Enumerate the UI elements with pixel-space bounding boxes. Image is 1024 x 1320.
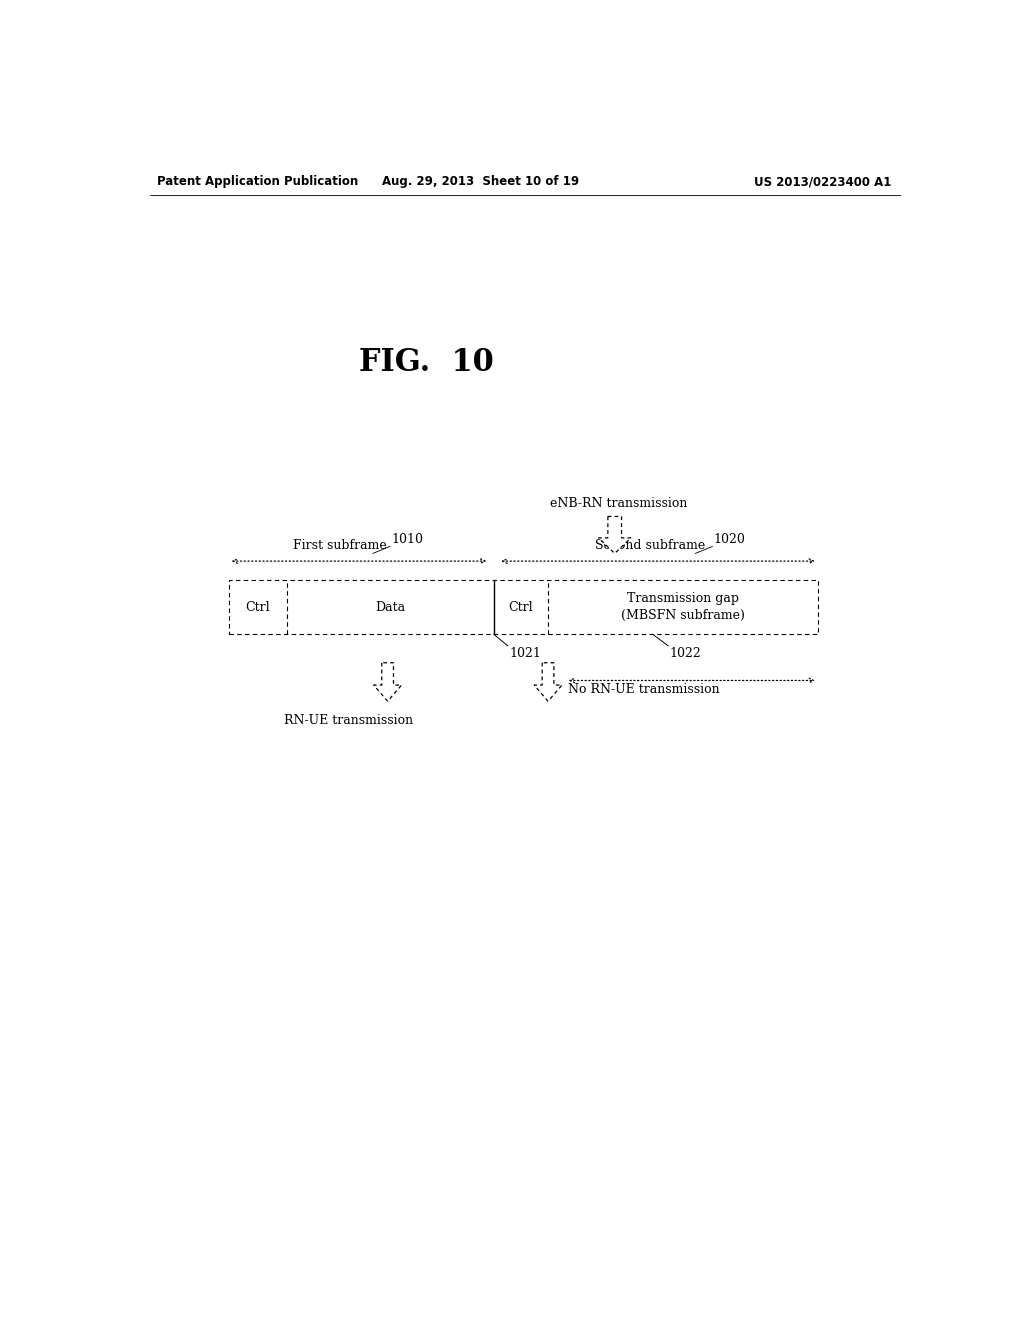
Text: US 2013/0223400 A1: US 2013/0223400 A1 [754, 176, 891, 187]
Text: eNB-RN transmission: eNB-RN transmission [550, 496, 687, 510]
Text: Patent Application Publication: Patent Application Publication [158, 176, 358, 187]
Text: Transmission gap
(MBSFN subframe): Transmission gap (MBSFN subframe) [621, 593, 744, 622]
Text: 1022: 1022 [670, 647, 701, 660]
Text: Ctrl: Ctrl [246, 601, 270, 614]
Text: Data: Data [375, 601, 406, 614]
Text: 1021: 1021 [509, 647, 541, 660]
Text: No RN-UE transmission: No RN-UE transmission [568, 682, 720, 696]
Text: First subframe: First subframe [293, 539, 386, 552]
Text: Second subframe: Second subframe [595, 539, 706, 552]
Text: Ctrl: Ctrl [509, 601, 534, 614]
Text: RN-UE transmission: RN-UE transmission [285, 714, 414, 727]
Text: FIG.  10: FIG. 10 [359, 347, 494, 378]
Polygon shape [374, 663, 401, 701]
Text: 1010: 1010 [391, 533, 424, 545]
Text: Aug. 29, 2013  Sheet 10 of 19: Aug. 29, 2013 Sheet 10 of 19 [382, 176, 580, 187]
Polygon shape [535, 663, 562, 701]
Bar [228, 581, 818, 635]
Text: 1020: 1020 [714, 533, 745, 545]
Polygon shape [598, 516, 631, 553]
